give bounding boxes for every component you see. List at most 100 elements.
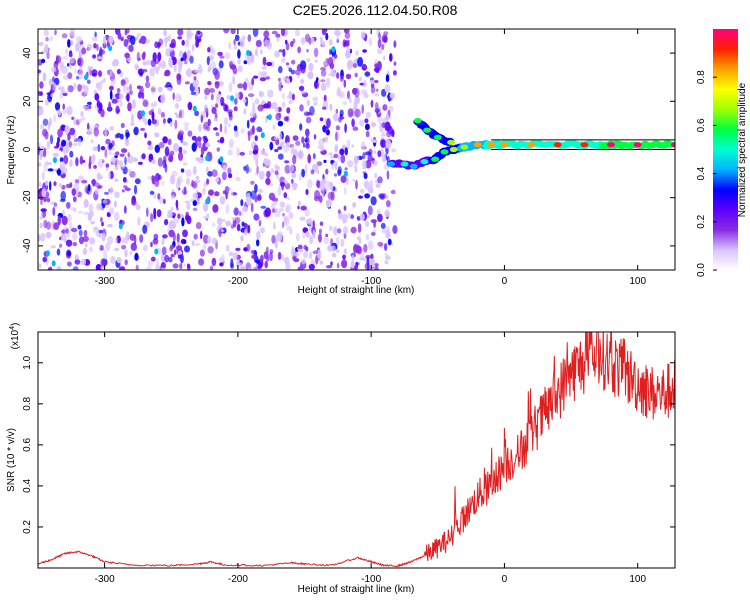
noise-speck — [219, 262, 224, 267]
noise-speck — [187, 263, 190, 268]
noise-speck — [160, 262, 166, 269]
noise-speck — [374, 93, 380, 97]
noise-speck — [365, 159, 372, 169]
noise-speck — [124, 29, 130, 34]
noise-speck — [93, 164, 97, 169]
noise-speck — [59, 157, 64, 163]
noise-speck — [205, 142, 211, 148]
noise-speck — [259, 77, 267, 82]
noise-speck — [68, 58, 75, 64]
noise-speck — [42, 72, 47, 82]
noise-speck — [150, 212, 154, 223]
noise-speck — [247, 131, 251, 142]
noise-speck — [326, 77, 331, 88]
noise-speck — [87, 122, 90, 130]
noise-speck — [101, 221, 104, 227]
noise-speck — [384, 260, 389, 265]
noise-speck — [360, 188, 365, 194]
noise-speck — [93, 127, 100, 137]
noise-speck — [183, 263, 186, 267]
noise-speck — [284, 256, 290, 265]
noise-speck — [337, 228, 342, 234]
noise-speck — [302, 142, 306, 148]
noise-speck — [186, 49, 191, 59]
noise-speck — [134, 65, 140, 71]
noise-speck — [184, 125, 189, 132]
noise-speck — [42, 128, 48, 137]
noise-speck — [145, 221, 150, 226]
noise-speck — [336, 72, 340, 79]
noise-speck — [186, 215, 192, 225]
snr-frame — [37, 331, 676, 569]
noise-speck — [156, 258, 159, 268]
noise-speck — [46, 50, 50, 60]
noise-speck — [75, 42, 80, 52]
noise-speck — [231, 217, 236, 221]
noise-speck — [199, 230, 203, 240]
noise-speck — [333, 226, 338, 236]
noise-speck — [263, 30, 270, 38]
noise-speck — [203, 234, 209, 244]
noise-peak — [52, 157, 57, 164]
noise-speck — [53, 114, 56, 123]
noise-speck — [233, 44, 238, 50]
noise-speck — [281, 57, 286, 64]
y-tick-label: -20 — [22, 190, 33, 205]
noise-speck — [278, 131, 283, 141]
noise-speck — [319, 180, 326, 191]
noise-speck — [142, 68, 148, 73]
x-tick-label: -300 — [95, 574, 115, 585]
noise-speck — [279, 201, 286, 208]
noise-speck — [364, 123, 370, 131]
snr-series-line — [38, 332, 675, 568]
noise-speck — [146, 207, 149, 218]
noise-speck — [203, 202, 209, 212]
noise-speck — [158, 42, 162, 48]
noise-speck — [205, 107, 209, 114]
x-axis-label: Height of straight line (km) — [298, 285, 415, 296]
noise-speck — [202, 243, 207, 252]
signal-track-point — [487, 142, 496, 148]
noise-speck — [142, 224, 148, 234]
noise-speck — [46, 197, 51, 203]
noise-speck — [278, 49, 283, 53]
noise-speck — [206, 166, 209, 173]
y-tick-label: 0.2 — [22, 520, 33, 534]
noise-speck — [339, 109, 344, 117]
noise-speck — [119, 153, 125, 157]
noise-speck — [182, 229, 188, 238]
noise-speck — [218, 229, 222, 238]
y-tick-label: 0 — [22, 146, 33, 152]
noise-speck — [271, 101, 278, 110]
noise-speck — [384, 121, 391, 132]
noise-speck — [309, 235, 313, 245]
noise-speck — [359, 119, 365, 127]
noise-speck — [349, 48, 353, 54]
noise-peak — [219, 156, 224, 163]
noise-speck — [384, 209, 390, 218]
noise-speck — [108, 207, 115, 215]
noise-speck — [239, 151, 245, 156]
noise-speck — [207, 68, 211, 73]
noise-speck — [247, 267, 253, 270]
noise-speck — [286, 141, 290, 148]
noise-speck — [177, 36, 183, 40]
noise-speck — [99, 244, 104, 251]
noise-speck — [105, 138, 111, 145]
noise-speck — [364, 118, 369, 124]
noise-speck — [270, 168, 275, 174]
noise-speck — [260, 49, 263, 55]
noise-speck — [160, 253, 165, 262]
noise-speck — [367, 205, 373, 216]
noise-speck — [116, 68, 121, 75]
noise-speck — [364, 71, 371, 77]
noise-speck — [61, 139, 67, 147]
noise-speck — [326, 118, 331, 128]
noise-speck — [207, 246, 214, 254]
noise-speck — [273, 201, 277, 206]
noise-speck — [43, 29, 49, 37]
noise-speck — [61, 65, 68, 75]
noise-speck — [189, 55, 194, 64]
noise-speck — [307, 153, 312, 164]
